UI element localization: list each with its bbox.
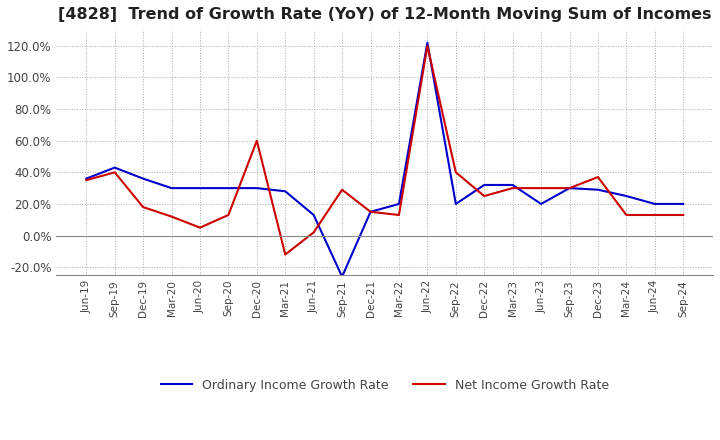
Ordinary Income Growth Rate: [622, 194, 631, 199]
Ordinary Income Growth Rate: [480, 182, 489, 187]
Net Income Growth Rate: [622, 213, 631, 218]
Net Income Growth Rate: [679, 213, 688, 218]
Net Income Growth Rate: [281, 252, 289, 257]
Ordinary Income Growth Rate: [310, 213, 318, 218]
Ordinary Income Growth Rate: [537, 201, 546, 206]
Net Income Growth Rate: [167, 214, 176, 219]
Legend: Ordinary Income Growth Rate, Net Income Growth Rate: Ordinary Income Growth Rate, Net Income …: [156, 374, 614, 397]
Net Income Growth Rate: [451, 170, 460, 175]
Net Income Growth Rate: [196, 225, 204, 230]
Ordinary Income Growth Rate: [281, 189, 289, 194]
Net Income Growth Rate: [139, 205, 148, 210]
Ordinary Income Growth Rate: [650, 201, 659, 206]
Net Income Growth Rate: [82, 178, 91, 183]
Net Income Growth Rate: [480, 194, 489, 199]
Net Income Growth Rate: [224, 213, 233, 218]
Ordinary Income Growth Rate: [679, 201, 688, 206]
Ordinary Income Growth Rate: [253, 186, 261, 191]
Ordinary Income Growth Rate: [423, 40, 432, 45]
Net Income Growth Rate: [650, 213, 659, 218]
Line: Net Income Growth Rate: Net Income Growth Rate: [86, 46, 683, 254]
Ordinary Income Growth Rate: [508, 182, 517, 187]
Ordinary Income Growth Rate: [338, 274, 346, 279]
Ordinary Income Growth Rate: [366, 209, 375, 214]
Net Income Growth Rate: [338, 187, 346, 192]
Net Income Growth Rate: [110, 170, 119, 175]
Ordinary Income Growth Rate: [593, 187, 602, 192]
Ordinary Income Growth Rate: [82, 176, 91, 181]
Ordinary Income Growth Rate: [224, 186, 233, 191]
Net Income Growth Rate: [593, 174, 602, 180]
Net Income Growth Rate: [508, 186, 517, 191]
Ordinary Income Growth Rate: [110, 165, 119, 170]
Title: [4828]  Trend of Growth Rate (YoY) of 12-Month Moving Sum of Incomes: [4828] Trend of Growth Rate (YoY) of 12-…: [58, 7, 711, 22]
Net Income Growth Rate: [253, 138, 261, 143]
Ordinary Income Growth Rate: [451, 201, 460, 206]
Ordinary Income Growth Rate: [196, 186, 204, 191]
Ordinary Income Growth Rate: [395, 201, 403, 206]
Net Income Growth Rate: [310, 230, 318, 235]
Line: Ordinary Income Growth Rate: Ordinary Income Growth Rate: [86, 43, 683, 277]
Ordinary Income Growth Rate: [167, 186, 176, 191]
Net Income Growth Rate: [395, 213, 403, 218]
Ordinary Income Growth Rate: [565, 186, 574, 191]
Net Income Growth Rate: [537, 186, 546, 191]
Net Income Growth Rate: [366, 209, 375, 214]
Net Income Growth Rate: [565, 186, 574, 191]
Ordinary Income Growth Rate: [139, 176, 148, 181]
Net Income Growth Rate: [423, 43, 432, 48]
